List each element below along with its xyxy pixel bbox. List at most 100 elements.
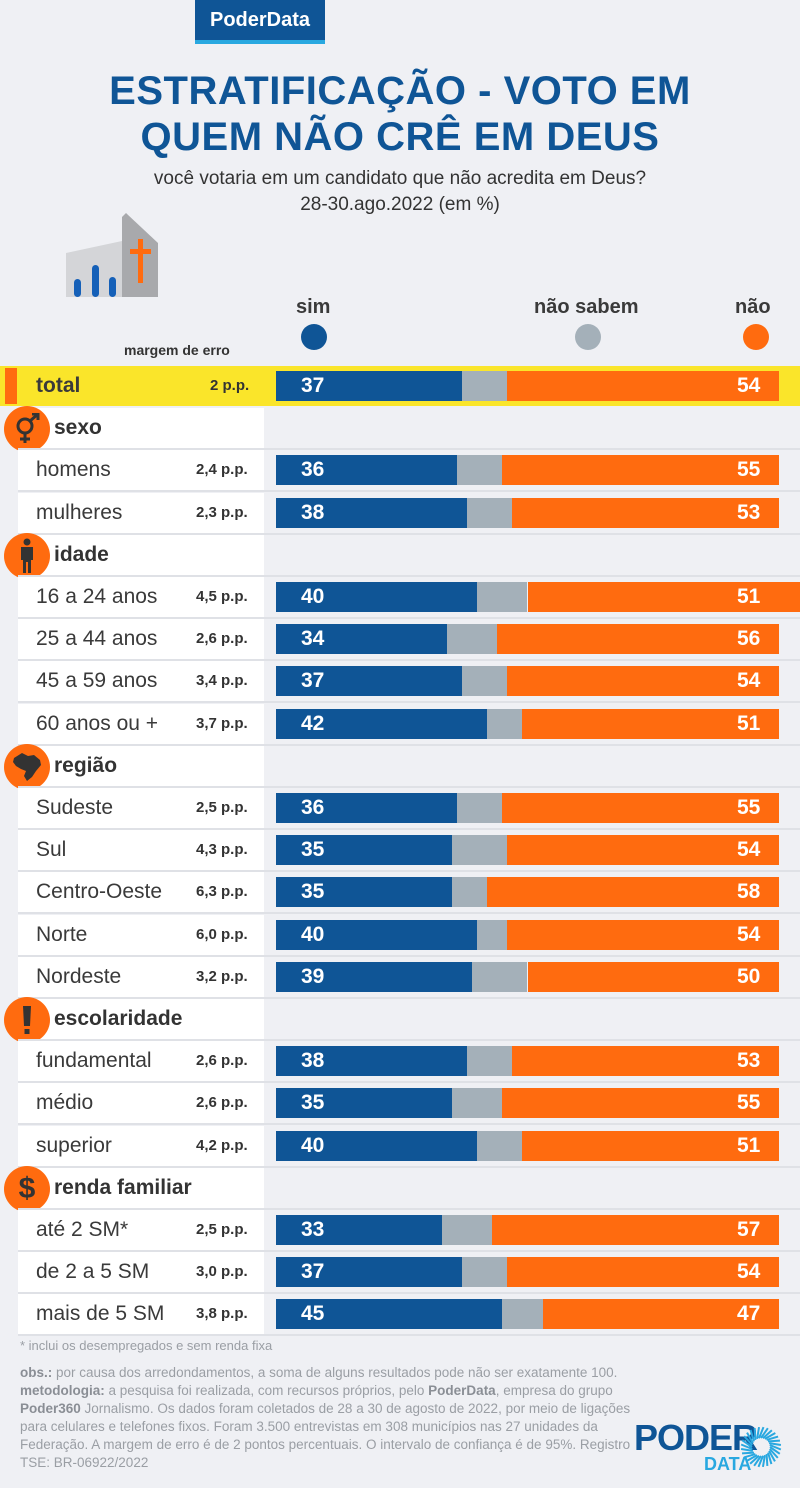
value-label-nao: 54 — [737, 1260, 761, 1284]
value-label-sim: 45 — [301, 1302, 325, 1326]
data-row: fundamental 2,6 p.p. 38 53 — [0, 1041, 800, 1084]
bar-segment-nao — [527, 961, 779, 992]
row-divider — [18, 1334, 800, 1337]
value-label-nao: 50 — [737, 964, 761, 988]
row-divider — [18, 532, 800, 535]
exclamation-icon — [4, 997, 50, 1043]
value-label-sim: 35 — [301, 838, 325, 862]
row-divider — [18, 870, 800, 873]
row-label: Centro-Oeste — [36, 880, 163, 904]
data-row: homens 2,4 p.p. 36 55 — [0, 450, 800, 493]
data-row: Sul 4,3 p.p. 35 54 — [0, 830, 800, 873]
margin-of-error: 3,0 p.p. — [196, 1263, 248, 1281]
bar-segment-nao-sabem — [487, 708, 523, 739]
value-label-nao: 53 — [737, 500, 761, 524]
sunburst-ray — [741, 1439, 753, 1448]
question-text: você votaria em um candidato que não acr… — [153, 168, 647, 189]
label-cell — [18, 408, 264, 449]
value-label-sim: 42 — [301, 711, 325, 735]
legend-label-nao: não — [735, 296, 771, 318]
data-row: de 2 a 5 SM 3,0 p.p. 37 54 — [0, 1252, 800, 1295]
margin-of-error: 6,3 p.p. — [196, 883, 248, 901]
row-divider — [18, 743, 800, 746]
row-label: de 2 a 5 SM — [36, 1260, 150, 1284]
sunburst-ray — [758, 1426, 765, 1439]
bar-segment-sim — [276, 1046, 468, 1077]
label-cell — [18, 999, 264, 1039]
chart-subtitle: você votaria em um candidato que não acr… — [0, 166, 800, 218]
bar-segment-nao — [487, 877, 779, 908]
value-label-nao: 57 — [737, 1218, 761, 1241]
row-label: homens — [36, 458, 111, 482]
label-cell — [18, 956, 264, 997]
data-row: 25 a 44 anos 2,6 p.p. 34 56 — [0, 619, 800, 662]
row-divider — [18, 617, 800, 619]
label-cell — [18, 577, 264, 617]
label-cell — [18, 1294, 264, 1335]
value-label-sim: 38 — [301, 500, 325, 524]
sunburst-ray — [757, 1455, 764, 1468]
margin-of-error: 4,5 p.p. — [196, 588, 248, 605]
section-title: idade — [54, 542, 109, 566]
sunburst-ray — [765, 1453, 769, 1467]
row-label: total — [36, 374, 81, 397]
sunburst-ray — [743, 1435, 753, 1446]
value-label-nao: 51 — [737, 711, 761, 735]
row-label: 45 a 59 anos — [36, 669, 158, 693]
value-label-sim: 37 — [301, 1260, 325, 1284]
sunburst-ray — [749, 1455, 760, 1465]
section-header: escolaridade — [0, 997, 800, 1043]
margin-of-error: 2,3 p.p. — [196, 503, 248, 521]
margin-of-error: 2,6 p.p. — [196, 1052, 248, 1070]
bar-segment-nao-sabem — [467, 497, 513, 528]
title-line-1: ESTRATIFICAÇÃO - VOTO EM — [109, 69, 691, 113]
bar-segment-sim — [276, 919, 478, 950]
value-label-sim: 35 — [301, 1091, 325, 1115]
margin-of-error-header: margem de erro — [124, 342, 230, 358]
methodology-note: metodologia: a pesquisa foi realizada, c… — [20, 1383, 631, 1470]
footnote: * inclui os desempregados e sem renda fi… — [20, 1338, 273, 1353]
row-divider — [18, 785, 800, 788]
sunburst-ray — [766, 1435, 779, 1441]
bar-segment-sim — [276, 877, 453, 908]
sunburst-ray — [764, 1432, 776, 1440]
bar-segment-sim — [276, 1299, 503, 1330]
value-label-sim: 35 — [301, 880, 325, 904]
row-divider — [18, 1250, 800, 1252]
value-label-nao: 54 — [737, 922, 761, 946]
sunburst-ray — [746, 1432, 754, 1444]
bar-segment-sim — [276, 371, 463, 401]
bar-segment-nao-sabem — [441, 1215, 493, 1245]
label-cell — [18, 619, 264, 660]
bar-segment-nao — [512, 497, 779, 528]
bar-segment-sim — [276, 497, 468, 528]
total-row: total 2 p.p. 37 54 — [0, 366, 800, 406]
bar-segment-nao-sabem — [452, 835, 508, 866]
row-label: superior — [36, 1133, 112, 1157]
bar-segment-nao — [507, 666, 779, 697]
bar-segment-nao-sabem — [502, 1299, 543, 1330]
sunburst-icon — [740, 1426, 782, 1468]
value-label-sim: 36 — [301, 796, 325, 819]
data-row: Sudeste 2,5 p.p. 36 55 — [0, 788, 800, 830]
margin-of-error: 3,2 p.p. — [196, 967, 248, 985]
bar-segment-sim — [276, 666, 463, 697]
bar-segment-nao — [492, 1215, 779, 1245]
value-label-sim: 40 — [301, 1133, 325, 1157]
legend-label-nao-sabem: não sabem — [534, 296, 639, 318]
sunburst-ray — [749, 1429, 755, 1442]
bar-segment-nao — [507, 919, 779, 950]
data-row: Centro-Oeste 6,3 p.p. 35 58 — [0, 872, 800, 915]
label-cell — [18, 492, 264, 533]
bar-segment-nao-sabem — [477, 582, 528, 612]
bar-segment-sim — [276, 1257, 463, 1288]
label-cell — [18, 534, 264, 575]
bar-segment-nao — [502, 1088, 779, 1119]
bar-segment-nao — [522, 1130, 779, 1161]
sunburst-ray — [741, 1451, 755, 1455]
row-label: 16 a 24 anos — [36, 585, 158, 608]
value-label-sim: 34 — [301, 627, 325, 651]
bar-segment-sim — [276, 1215, 442, 1245]
bar-segment-sim — [276, 961, 473, 992]
bar-segment-nao — [507, 1257, 779, 1288]
